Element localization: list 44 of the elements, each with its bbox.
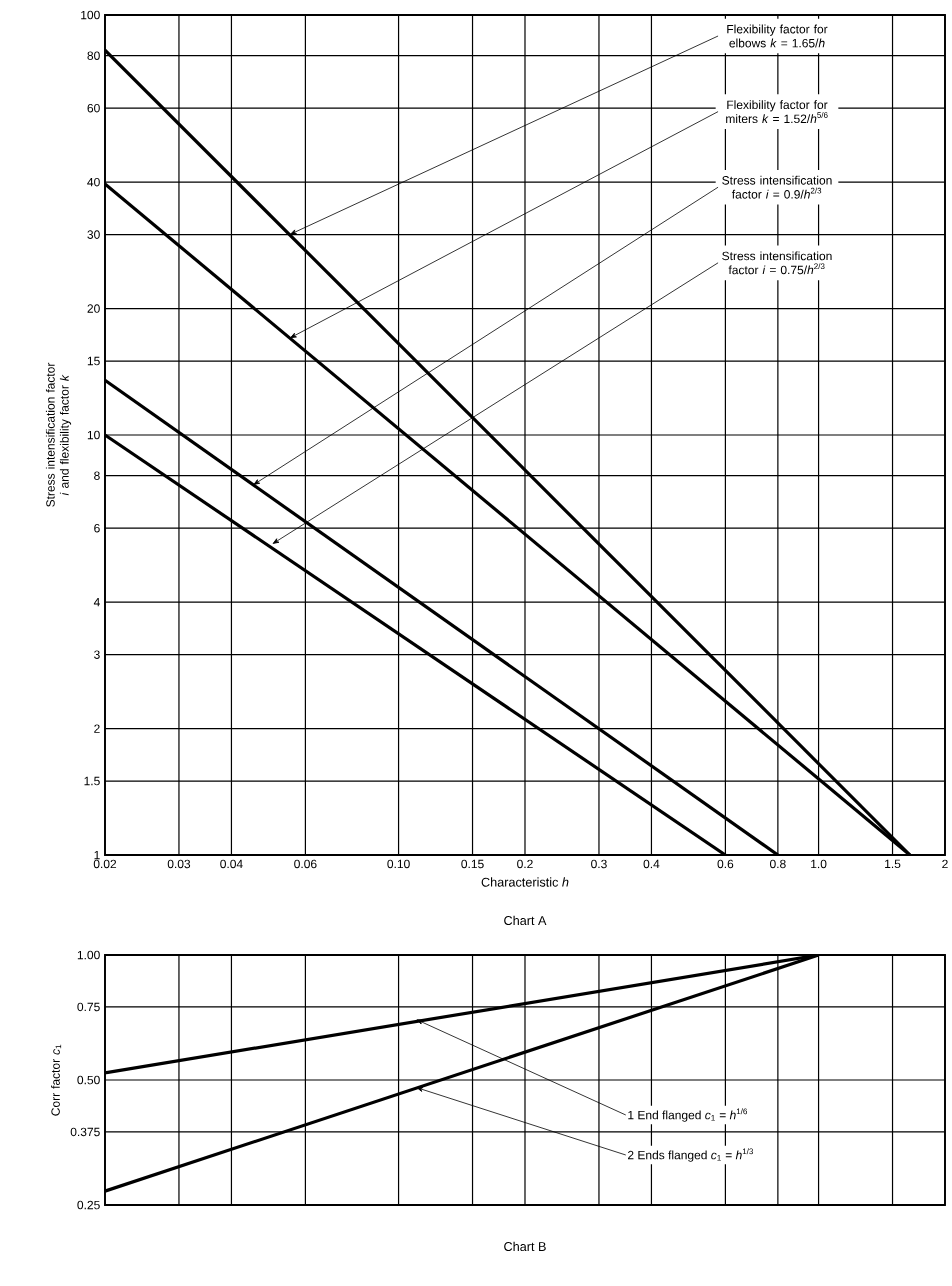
annotation: Stress intensification factor i = 0.75/h$^{2/3}$	[722, 251, 832, 275]
x-tick-label: 0.03	[167, 859, 191, 869]
x-tick-label: 2	[942, 859, 948, 869]
x-tick-label: 0.10	[387, 859, 410, 869]
annotation: 1 End flanged c$_{1}$ = h$^{1/6}$	[628, 1108, 748, 1122]
y-tick-label: 15	[87, 356, 100, 366]
y-tick-label: 1	[94, 850, 100, 860]
y-tick-label: 3	[94, 650, 100, 659]
annotation: Flexibility factor for elbows k = 1.65/h	[727, 24, 828, 48]
y-tick-label: 8	[94, 471, 100, 480]
x-tick-label: 0.02	[93, 859, 117, 869]
y-tick-label: 60	[87, 103, 100, 113]
y-tick-label: 10	[87, 430, 100, 440]
x-tick-label: 0.06	[294, 859, 317, 869]
y-tick-label: 0.375	[70, 1127, 100, 1137]
y-tick-label: 0.25	[77, 1200, 100, 1210]
x-tick-label: 0.04	[220, 859, 243, 869]
annotation: Flexibility factor for miters k = 1.52/h$^{5/6}$	[726, 100, 828, 124]
y-tick-label: 40	[87, 177, 100, 187]
y-tick-label: 0.50	[77, 1075, 100, 1085]
y-tick-label: 6	[94, 523, 100, 533]
y-tick-label: 1.00	[77, 950, 100, 960]
x-tick-label: 0.4	[643, 859, 660, 869]
text: Chart A	[504, 915, 547, 926]
x-tick-label: 0.15	[461, 859, 484, 869]
x-tick-label: 0.2	[517, 859, 533, 869]
x-tick-label: 0.8	[769, 859, 786, 869]
y-tick-label: 1.5	[84, 776, 100, 786]
annotation: Stress intensification factor i = 0.9/h$^{2/3}$	[722, 175, 832, 199]
y-tick-label: 0.75	[77, 1002, 100, 1012]
y-tick-label: 20	[87, 304, 100, 313]
y-axis-title: Corr factor c$_{1}$	[51, 1044, 62, 1116]
x-tick-label: 1.0	[811, 859, 827, 869]
x-tick-label: 0.3	[591, 859, 607, 869]
text: Chart B	[504, 1241, 546, 1252]
x-axis-title: Characteristic h	[481, 877, 569, 887]
y-tick-label: 80	[87, 51, 100, 60]
y-tick-label: 4	[93, 598, 100, 607]
y-tick-label: 30	[87, 230, 100, 239]
y-tick-label: 2	[94, 724, 100, 733]
x-tick-label: 1.5	[885, 859, 901, 869]
annotation: 2 Ends flanged c$_{1}$ = h$^{1/3}$	[628, 1148, 754, 1162]
y-tick-label: 100	[81, 10, 100, 20]
x-tick-label: 0.6	[717, 859, 734, 869]
